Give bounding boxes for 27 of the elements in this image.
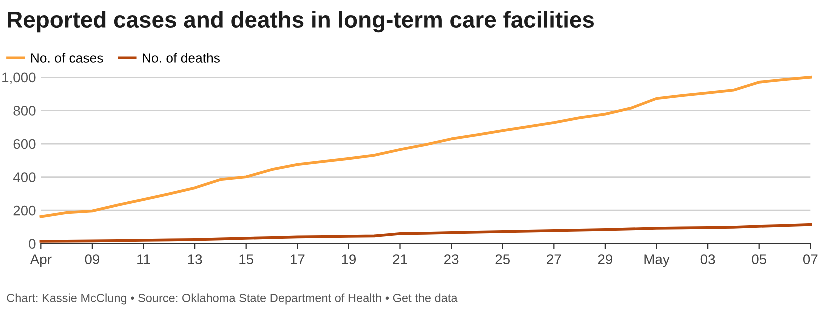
y-tick-label: 800 <box>14 106 36 116</box>
x-tick-label: 09 <box>85 254 100 264</box>
x-tick-label: Apr <box>30 254 52 268</box>
x-tick-label: 11 <box>138 254 150 264</box>
y-tick-label: 0 <box>29 239 36 250</box>
x-tick-label: 29 <box>598 254 613 264</box>
text: Chart: Kassie McClung • Source: Oklahoma State Department of Health • Get the data <box>7 294 458 305</box>
x-tick-label: 23 <box>444 254 459 264</box>
y-tick-label: 1,000 <box>2 72 36 84</box>
x-tick-label: 05 <box>752 254 766 264</box>
x-tick-label: 19 <box>342 254 356 264</box>
x-tick-label: 21 <box>393 254 408 264</box>
line-series <box>40 76 812 218</box>
legend-label: No. of deaths <box>143 53 220 63</box>
x-tick-label: 25 <box>496 254 510 264</box>
legend-label: No. of cases <box>31 53 104 63</box>
x-tick-label: 03 <box>700 254 716 264</box>
y-tick-label: 200 <box>14 206 36 216</box>
x-tick-label: 15 <box>240 254 254 264</box>
x-tick-label: 13 <box>188 254 202 264</box>
x-tick-label: 27 <box>547 254 562 264</box>
y-tick-label: 400 <box>13 172 36 182</box>
chart-title: Reported cases and deaths in long-term care facilities <box>8 11 594 33</box>
x-tick-label: May <box>644 254 670 268</box>
y-tick-label: 600 <box>14 139 36 150</box>
x-tick-label: 17 <box>290 254 305 264</box>
x-tick-label: 07 <box>803 254 818 264</box>
